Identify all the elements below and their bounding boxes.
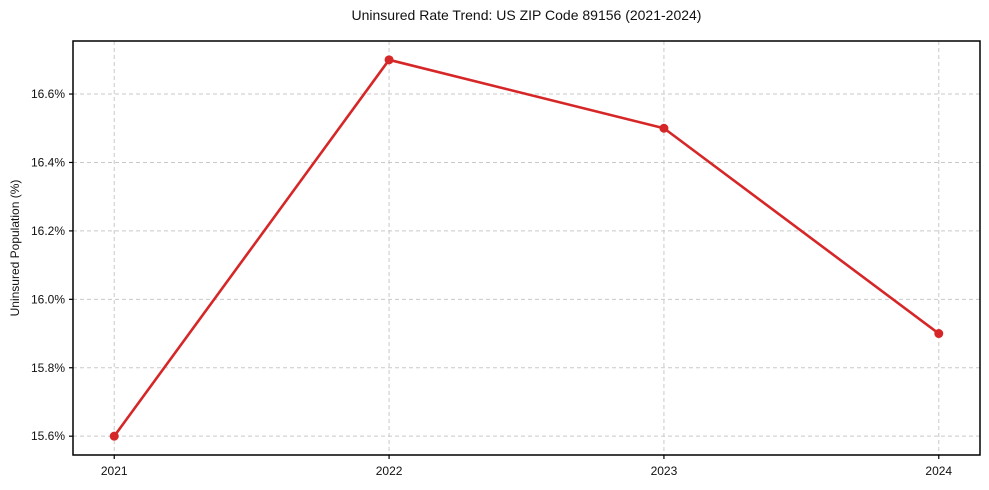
data-point	[384, 55, 394, 65]
y-axis-label: Uninsured Population (%)	[8, 179, 22, 317]
y-tick-label: 16.6%	[31, 87, 65, 101]
x-tick-label: 2023	[651, 464, 678, 478]
x-tick-label: 2022	[376, 464, 403, 478]
x-tick-label: 2021	[101, 464, 128, 478]
y-tick-label: 16.2%	[31, 224, 65, 238]
data-point	[109, 431, 119, 441]
trend-line	[112, 58, 941, 438]
y-tick-label: 15.6%	[31, 429, 65, 443]
y-tick-label: 15.8%	[31, 361, 65, 375]
y-tick-label: 16.0%	[31, 292, 65, 306]
y-tick-label: 16.4%	[31, 155, 65, 169]
data-point	[934, 329, 944, 339]
x-tick-label: 2024	[925, 464, 952, 478]
plot-border	[72, 40, 981, 456]
chart-title: Uninsured Rate Trend: US ZIP Code 89156 …	[351, 7, 702, 23]
data-point	[659, 123, 669, 133]
